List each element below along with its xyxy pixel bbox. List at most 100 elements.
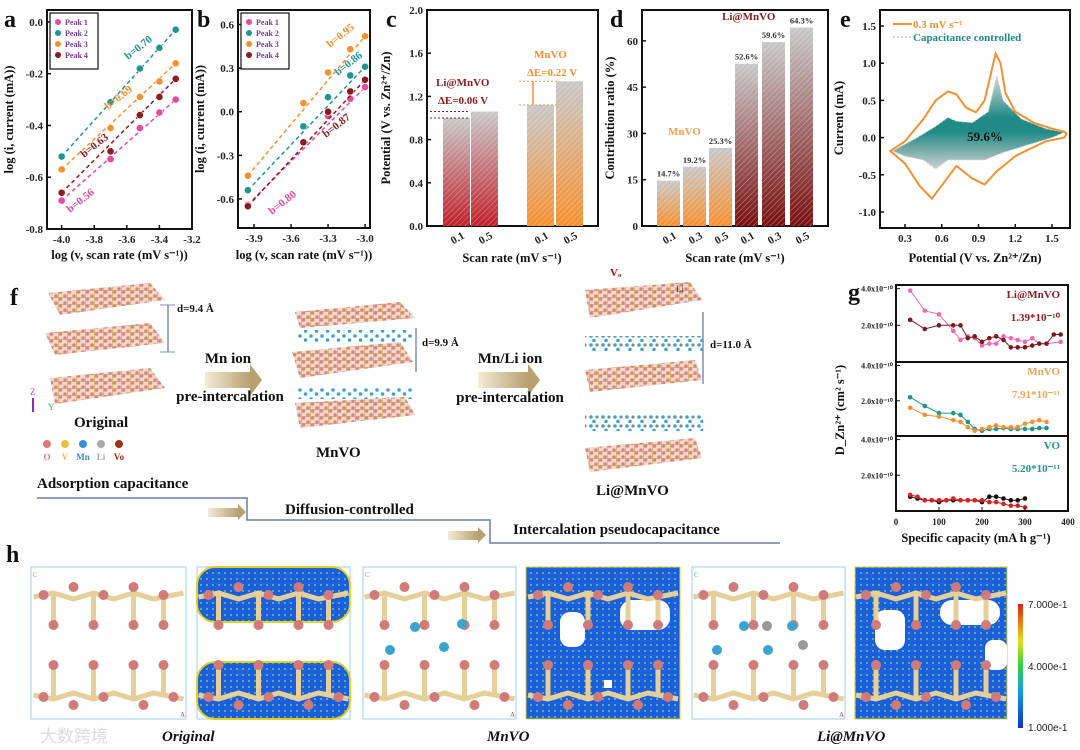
- axis-y-label: Y: [48, 402, 55, 412]
- legend-marker: [55, 30, 61, 36]
- bar-hatch: [709, 147, 732, 226]
- data-point: [1022, 339, 1028, 345]
- d-spacing-original: d=9.4 Å: [177, 303, 214, 315]
- watermark: 大数跨境: [40, 727, 108, 747]
- li-mnvo-structure-view: [691, 566, 846, 720]
- x-axis-label: Specific capacity (mA h g⁻¹): [901, 531, 1050, 545]
- cv-curve: [888, 50, 1069, 201]
- legend-marker: [246, 19, 252, 25]
- axis-a-label: A: [839, 711, 844, 719]
- data-point: [979, 497, 985, 503]
- data-point: [987, 341, 992, 346]
- data-point: [907, 317, 913, 323]
- data-point: [1022, 345, 1028, 350]
- data-point: [57, 188, 66, 197]
- x-tick-label: 300: [1018, 517, 1032, 527]
- y-tick-label: 1.6: [409, 48, 423, 60]
- y-tick-label: 0.5: [862, 95, 876, 107]
- data-point: [958, 323, 963, 328]
- crystal-layer: [585, 282, 702, 318]
- bar-value-label: 14.7%: [657, 169, 680, 179]
- mn-atom: [763, 645, 773, 655]
- subplot-label: VO: [1044, 440, 1061, 452]
- original-structure-view: [30, 566, 187, 720]
- chart-b-scan-rate-log: 0.6 0.3 0.0 -0.3 -0.6 -3.9 -3.6 -3.3 -3.0 log (v,…: [193, 9, 374, 262]
- data-point: [155, 108, 164, 117]
- step2-top-label: Mn/Li ion: [478, 351, 543, 367]
- mnvo-structure-view: [362, 566, 517, 720]
- data-point: [979, 339, 985, 345]
- x-tick-label: -3.6: [118, 234, 136, 246]
- data-point: [1058, 339, 1063, 345]
- li-mnvo-density-map: [854, 566, 1008, 720]
- x-tick-label: -3.3: [319, 233, 337, 245]
- data-point: [1030, 426, 1035, 432]
- delta-e-label: ΔE=0.06 V: [438, 95, 488, 107]
- data-point: [979, 426, 985, 432]
- legend-label: Capacitance controlled: [913, 32, 1021, 44]
- data-point: [922, 403, 928, 409]
- bar-hatch: [762, 42, 785, 226]
- axis-c-label: C: [33, 571, 38, 579]
- data-point: [346, 45, 355, 54]
- panel-label-b: b: [197, 7, 210, 33]
- density-void: [875, 610, 905, 650]
- y-tick-label: 0: [633, 221, 639, 233]
- x-axis-label: Scan rate (mV s⁻¹): [685, 251, 784, 265]
- data-point: [972, 497, 977, 503]
- subplot-label: MnVO: [1027, 366, 1060, 378]
- x-tick-label: 0.1: [449, 230, 467, 247]
- data-point: [979, 343, 985, 348]
- axis-a-label: A: [180, 711, 185, 719]
- data-point: [171, 59, 180, 68]
- original-label: Original: [74, 415, 128, 431]
- original-structure: [45, 283, 165, 404]
- caption-li-mnvo: Li@MnVO: [816, 729, 885, 745]
- data-point: [361, 62, 369, 71]
- plot-frame: [426, 9, 599, 227]
- y-tick-label: -0.8: [26, 224, 44, 236]
- mn-ion-layer: [298, 330, 413, 342]
- data-point: [135, 111, 144, 119]
- data-point: [299, 122, 308, 131]
- atom-legend-marker: [43, 440, 51, 448]
- data-point: [922, 497, 928, 503]
- fit-slope-label: b=0.63: [78, 131, 111, 160]
- diffusion-value-label: 1.39*10⁻¹⁰: [1011, 312, 1061, 324]
- x-tick-label: 0: [894, 517, 899, 527]
- legend-label: Peak 2: [256, 29, 279, 38]
- density-void: [604, 680, 612, 688]
- legend-marker: [55, 41, 61, 47]
- delta-e-label: ΔE=0.22 V: [527, 67, 577, 79]
- data-point: [1008, 345, 1014, 350]
- arrow-head-icon: [528, 364, 540, 396]
- y-tick-label: 0.3: [220, 63, 234, 75]
- axis-c-label: C: [694, 571, 699, 579]
- y-tick-label: -0.6: [217, 194, 235, 206]
- y-tick-label: 2.0x10⁻¹⁰: [861, 471, 894, 480]
- x-axis-label: Scan rate (mV s⁻¹): [462, 251, 561, 265]
- fit-slope-label: b=0.80: [266, 188, 299, 217]
- data-point: [243, 186, 252, 195]
- data-point: [1015, 337, 1020, 343]
- data-point: [950, 417, 956, 423]
- atom-legend-marker: [79, 440, 87, 448]
- data-point: [1008, 424, 1014, 430]
- x-tick-label: -3.0: [356, 233, 374, 245]
- bar-hatch: [683, 166, 706, 226]
- y-tick-label: 4.0x10⁻¹⁰: [861, 436, 894, 445]
- data-point: [1015, 503, 1020, 508]
- y-tick-label: -0.5: [859, 170, 877, 182]
- data-point: [950, 328, 956, 334]
- atom-legend-marker: [97, 440, 105, 448]
- data-point: [936, 323, 942, 328]
- data-point: [155, 93, 164, 101]
- data-point: [1022, 496, 1028, 501]
- atom-legend-label: V: [62, 452, 69, 462]
- bar-hatch: [735, 63, 758, 226]
- y-axis-label: Potential (V vs. Zn²⁺/Zn): [379, 51, 393, 184]
- d-spacing-mnvo: d=9.9 Å: [422, 337, 459, 349]
- data-point: [1051, 332, 1057, 337]
- data-point: [922, 326, 928, 332]
- subplot-label: Li@MnVO: [1007, 289, 1061, 301]
